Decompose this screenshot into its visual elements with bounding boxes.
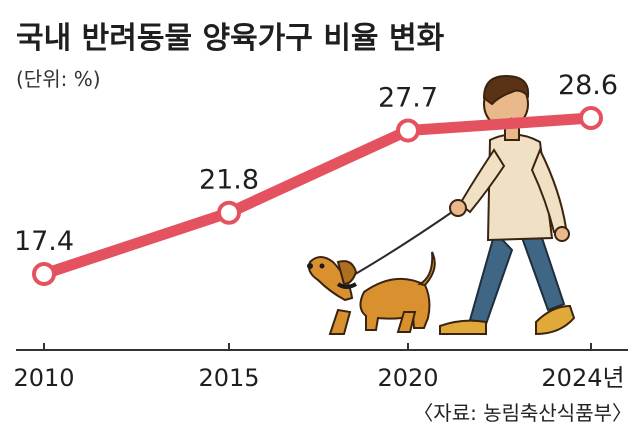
data-labels: 17.4 21.8 27.7 28.6 [14, 70, 618, 257]
plot-area: 17.4 21.8 27.7 28.6 2010 2015 2020 2024년 [13, 70, 628, 392]
data-point-3 [579, 106, 603, 130]
data-point-2 [396, 118, 420, 143]
data-label-2: 27.7 [378, 83, 438, 114]
chart-title: 국내 반려동물 양육가구 비율 변화 [16, 21, 445, 56]
data-point-0 [32, 262, 56, 286]
x-tick-label-1: 2015 [198, 364, 259, 392]
unit-label: (단위: %) [16, 67, 101, 91]
dog-icon [307, 251, 436, 335]
x-tick-label-3: 2024년 [541, 364, 624, 392]
x-axis-ticks [43, 343, 592, 350]
data-label-0: 17.4 [14, 226, 74, 257]
dog-walker-illustration [307, 74, 576, 336]
series-line [38, 112, 597, 280]
data-point-1 [217, 200, 241, 225]
x-axis-tick-labels: 2010 2015 2020 2024년 [13, 364, 624, 392]
series-line-group [38, 112, 597, 280]
person-icon [439, 74, 576, 336]
x-tick-label-2: 2020 [377, 364, 438, 392]
x-tick-label-0: 2010 [13, 364, 74, 392]
data-points [32, 106, 603, 286]
data-label-1: 21.8 [199, 165, 259, 196]
source-note: 〈자료: 농림축산식품부〉 [413, 401, 632, 425]
data-label-3: 28.6 [558, 70, 618, 101]
